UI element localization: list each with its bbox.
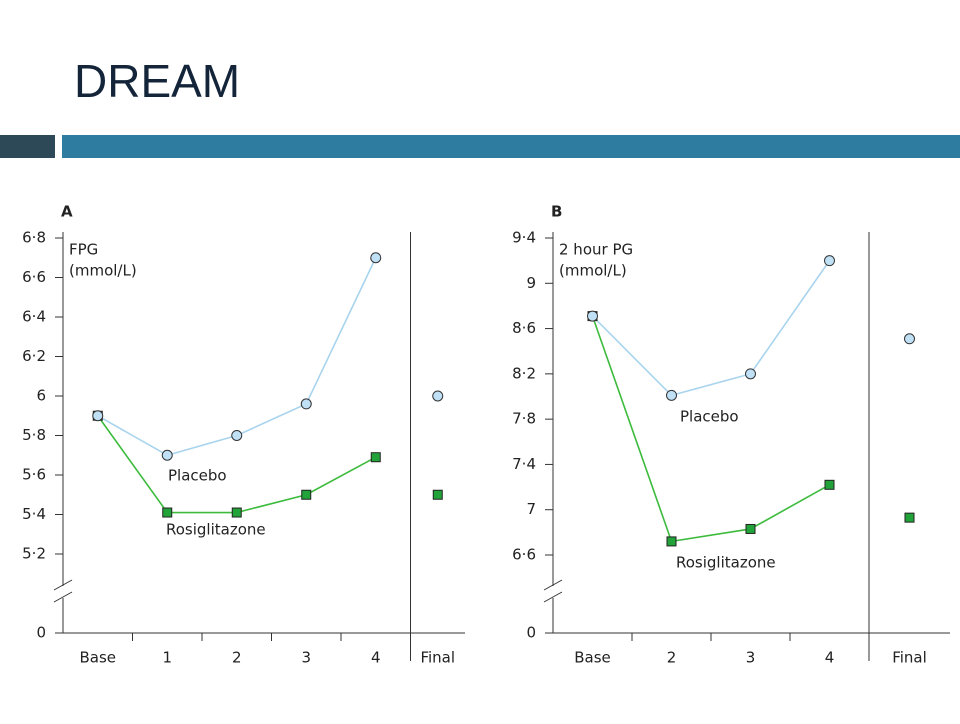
data-point xyxy=(370,252,382,264)
data-point xyxy=(824,479,835,490)
header-bar xyxy=(62,135,960,158)
axis-break xyxy=(543,591,563,603)
data-point xyxy=(432,390,444,402)
axis-break xyxy=(53,591,73,603)
data-point xyxy=(300,398,312,410)
data-point xyxy=(370,452,381,463)
y-tick-label: 5·2 xyxy=(22,545,46,563)
y-tick-label: 9·4 xyxy=(512,229,536,247)
data-point xyxy=(666,536,677,547)
data-point xyxy=(162,507,173,518)
x-tick-label: 2 xyxy=(232,649,242,667)
y-tick-label: 9 xyxy=(526,274,536,292)
x-tick-label: Final xyxy=(892,649,927,667)
y-axis-label: FPG xyxy=(69,241,98,259)
data-point xyxy=(432,489,443,500)
y-tick-label: 6·6 xyxy=(512,546,536,564)
y-tick-label: 5·6 xyxy=(22,466,46,484)
y-tick-label: 7·8 xyxy=(512,410,536,428)
y-tick-label: 7 xyxy=(526,500,536,518)
series-label: Placebo xyxy=(680,408,739,426)
x-tick-label: 2 xyxy=(667,649,677,667)
y-tick-label: 6·8 xyxy=(22,229,46,247)
y-tick-label: 6·6 xyxy=(22,268,46,286)
axis-break xyxy=(53,579,73,591)
x-tick-label: Base xyxy=(79,649,116,667)
x-tick-label: 4 xyxy=(825,649,835,667)
data-point xyxy=(824,255,835,267)
y-tick-label: 6 xyxy=(36,387,46,405)
series-label: Placebo xyxy=(168,467,227,485)
y-tick-label: 6·2 xyxy=(22,347,46,365)
y-tick-label: 0 xyxy=(526,624,536,642)
series-line xyxy=(97,257,377,457)
data-point xyxy=(231,507,242,518)
slide-title: DREAM xyxy=(74,55,240,107)
x-tick-label: Base xyxy=(574,649,611,667)
data-point xyxy=(231,430,243,441)
panel-label: A xyxy=(61,203,73,221)
data-point xyxy=(904,512,915,523)
y-axis-label: 2 hour PG xyxy=(559,241,633,259)
data-point xyxy=(745,368,756,380)
y-axis-label: (mmol/L) xyxy=(69,262,137,280)
y-tick-label: 5·4 xyxy=(22,505,46,523)
x-tick-label: 4 xyxy=(371,649,381,667)
y-tick-label: 8·2 xyxy=(512,364,536,382)
data-point xyxy=(92,410,104,422)
series-line xyxy=(591,315,830,543)
header-block xyxy=(0,135,55,158)
y-tick-label: 6·4 xyxy=(22,308,46,326)
axis-break xyxy=(543,579,563,591)
panel-label: B xyxy=(551,203,562,221)
data-point xyxy=(587,310,598,322)
x-tick-label: Final xyxy=(420,649,455,667)
y-tick-label: 5·8 xyxy=(22,426,46,444)
x-tick-label: 1 xyxy=(162,649,172,667)
y-axis-label: (mmol/L) xyxy=(559,262,627,280)
series-label: Rosiglitazone xyxy=(676,554,776,572)
x-tick-label: 3 xyxy=(301,649,311,667)
x-tick-label: 3 xyxy=(746,649,756,667)
y-tick-label: 0 xyxy=(36,624,46,642)
series-line xyxy=(591,260,831,397)
series-label: Rosiglitazone xyxy=(166,521,266,539)
y-tick-label: 7·4 xyxy=(512,455,536,473)
data-point xyxy=(745,523,756,534)
data-point xyxy=(161,449,173,461)
y-tick-label: 8·6 xyxy=(512,319,536,337)
data-point xyxy=(301,489,312,500)
data-point xyxy=(904,333,915,345)
data-point xyxy=(666,389,677,401)
